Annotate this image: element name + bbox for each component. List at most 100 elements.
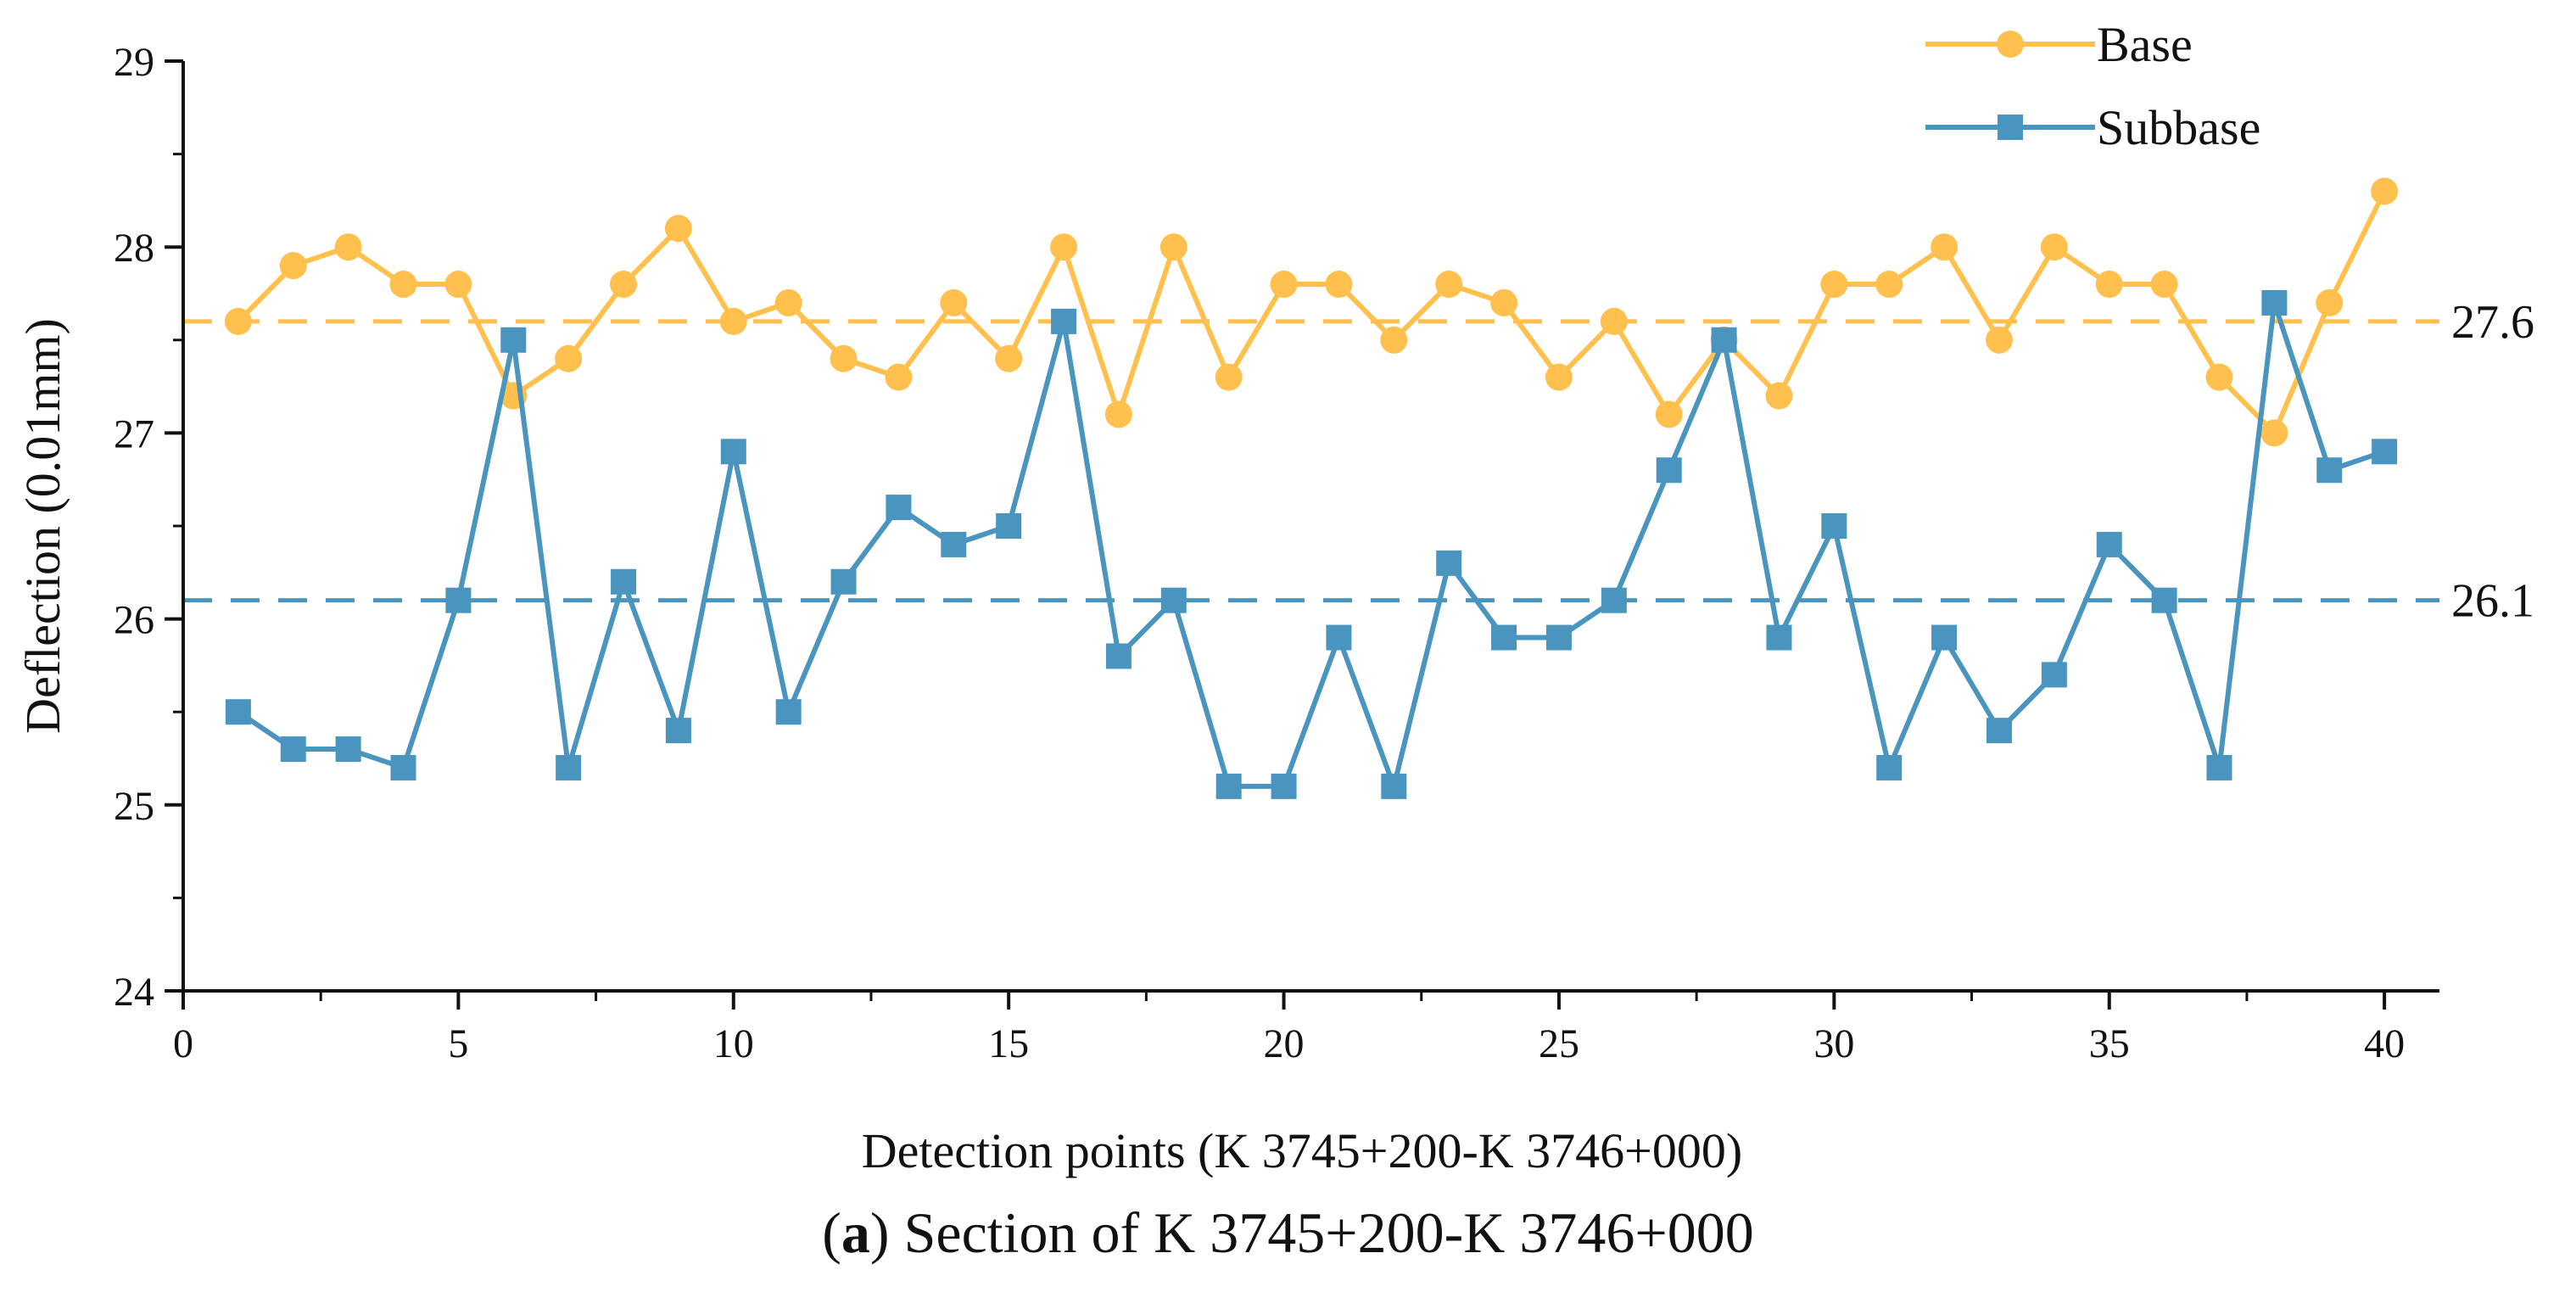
base-point [444, 271, 472, 299]
subbase-point [2206, 754, 2232, 780]
base-point [2095, 271, 2123, 299]
base-point [279, 252, 307, 280]
subbase-point [2372, 439, 2398, 465]
base-point [1435, 271, 1463, 299]
y-axis-title: Deflection (0.01mm) [15, 318, 70, 734]
subbase-point [280, 736, 306, 763]
subbase-point [1766, 624, 1792, 651]
base-point [2150, 271, 2178, 299]
subbase-point [1876, 754, 1903, 780]
base-point [224, 307, 252, 335]
base-point [830, 344, 858, 372]
base-point [719, 307, 747, 335]
x-tick-label-1: 5 [448, 1021, 468, 1066]
base-point [1050, 233, 1078, 261]
figure-caption: (a) Section of K 3745+200-K 3746+000 [0, 1200, 2576, 1267]
reference-label-0: 27.6 [2451, 296, 2534, 349]
legend: Base Subbase [1925, 17, 2260, 155]
x-tick-label-6: 30 [1813, 1021, 1854, 1066]
caption-open-paren: ( [822, 1200, 841, 1265]
subbase-point [665, 718, 691, 744]
reference-lines: 27.6 26.1 [183, 296, 2534, 628]
subbase-point [2316, 457, 2343, 484]
x-axis-title: Detection points (K 3745+200-K 3746+000) [862, 1123, 1742, 1178]
subbase-point [1271, 773, 1297, 799]
base-point [1875, 271, 1903, 299]
x-tick-label-8: 40 [2364, 1021, 2405, 1066]
caption-letter: a [841, 1200, 870, 1265]
axes: 24 25 26 27 28 29 0 5 10 15 20 25 30 35 40 [114, 40, 2439, 1066]
subbase-point [2261, 289, 2288, 316]
legend-label-subbase: Subbase [2097, 100, 2260, 155]
subbase-point [1986, 718, 2012, 744]
subbase-point [1326, 624, 1352, 651]
base-point [1985, 326, 2013, 354]
x-tick-label-7: 35 [2089, 1021, 2130, 1066]
base-point [1380, 326, 1408, 354]
base-point [610, 271, 638, 299]
base-point [1931, 233, 1959, 261]
subbase-point [1545, 624, 1572, 651]
caption-close-paren: ) [869, 1200, 890, 1265]
base-point [2205, 363, 2233, 391]
y-tick-label-3: 27 [114, 411, 154, 456]
base-point [885, 363, 913, 391]
subbase-point [996, 513, 1022, 539]
base-point [2040, 233, 2068, 261]
subbase-point [556, 754, 582, 780]
subbase-point [1491, 624, 1517, 651]
base-point [334, 233, 362, 261]
x-tick-label-2: 10 [713, 1021, 754, 1066]
legend-marker-base [1997, 31, 2024, 58]
subbase-point [2096, 531, 2122, 557]
base-point [940, 288, 968, 316]
subbase-point [1215, 773, 1242, 799]
y-tick-label-2: 26 [114, 598, 154, 643]
base-point [1655, 400, 1683, 428]
subbase-point [1821, 513, 1847, 539]
base-point [1325, 271, 1353, 299]
legend-marker-subbase [1998, 115, 2023, 140]
subbase-point [2151, 587, 2177, 613]
base-point [1104, 400, 1132, 428]
x-tick-label-5: 25 [1539, 1021, 1579, 1066]
subbase-point [1105, 643, 1132, 669]
subbase-point [335, 736, 361, 763]
base-point [664, 215, 692, 243]
base-point [1765, 382, 1793, 410]
y-tick-label-0: 24 [114, 970, 154, 1015]
series-line-subbase [237, 299, 2386, 789]
legend-label-base: Base [2097, 17, 2193, 72]
base-point [1600, 307, 1628, 335]
subbase-point [1931, 624, 1958, 651]
subbase-point [941, 531, 967, 557]
base-point [2260, 419, 2288, 447]
base-point [1820, 271, 1848, 299]
subbase-point [611, 568, 637, 595]
subbase-point [830, 568, 857, 595]
subbase-point [1051, 308, 1077, 334]
base-point [2371, 177, 2399, 205]
subbase-point [1381, 773, 1407, 799]
subbase-point [1436, 550, 1462, 576]
base-point [1159, 233, 1187, 261]
subbase-point [500, 327, 527, 353]
base-point [1545, 363, 1573, 391]
base-point [1270, 271, 1298, 299]
x-tick-label-4: 20 [1264, 1021, 1305, 1066]
base-point [2316, 288, 2344, 316]
y-tick-label-5: 29 [114, 40, 154, 85]
subbase-point [886, 495, 912, 521]
subbase-point [1656, 457, 1682, 484]
subbase-point [720, 439, 746, 465]
subbase-point [1711, 327, 1737, 353]
base-point [995, 344, 1023, 372]
reference-label-1: 26.1 [2451, 575, 2534, 628]
subbase-point [775, 699, 802, 725]
y-tick-label-4: 28 [114, 226, 154, 271]
base-point [389, 271, 417, 299]
y-tick-label-1: 25 [114, 784, 154, 829]
caption-text: Section of K 3745+200-K 3746+000 [889, 1200, 1754, 1265]
subbase-point [445, 587, 472, 613]
